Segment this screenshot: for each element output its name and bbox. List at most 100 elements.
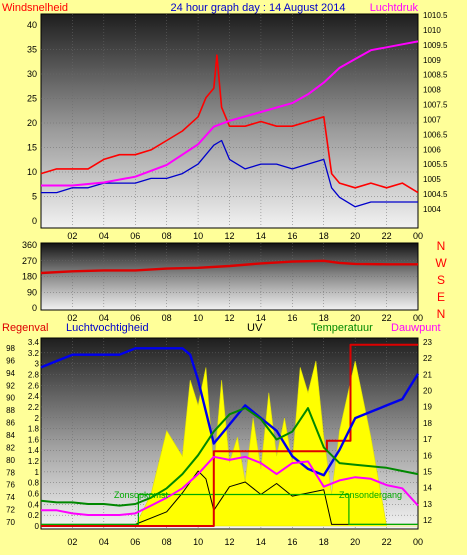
direction-degree-tick: 360	[22, 240, 37, 250]
humidity-line	[40, 347, 420, 477]
rain-tick: 1.4	[28, 446, 40, 455]
temperature-ticks: 23 22 21 20 19 18 17 16 15 14 13 12	[423, 338, 432, 525]
rain-tick: 1.8	[28, 425, 40, 434]
temperature-tick: 21	[423, 370, 432, 379]
pressure-tick: 1008.5	[423, 71, 448, 80]
wind-gust-line	[41, 139, 418, 208]
humidity-tick: 80	[6, 456, 15, 465]
hour-tick: 14	[256, 231, 266, 241]
temperature-axis-label: Temperatuur	[311, 322, 373, 334]
pressure-tick: 1009.5	[423, 41, 448, 50]
humidity-tick: 92	[6, 381, 15, 390]
pressure-tick: 1006	[423, 145, 441, 154]
direction-grid	[41, 243, 418, 310]
solar-radiation-line	[41, 470, 418, 525]
hour-tick: 04	[99, 537, 109, 547]
hour-tick: 06	[130, 231, 140, 241]
hour-tick: 18	[319, 313, 329, 323]
hour-tick: 08	[162, 537, 172, 547]
temperature-tick: 12	[423, 516, 432, 525]
hour-tick: 20	[350, 537, 360, 547]
environment-series	[40, 343, 420, 527]
rain-ticks: 3.43.232.82.62.42.221.81.61.41.210.80.60…	[28, 338, 40, 531]
wind-axis-label: Windsnelheid	[2, 2, 68, 14]
temperature-tick: 22	[423, 354, 432, 363]
humidity-ticks: 98 96 94 92 90 88 86 84 82 80 78 76 74 72 70	[6, 344, 15, 527]
compass-letter: S	[437, 273, 445, 287]
hour-tick: 16	[287, 313, 297, 323]
rain-tick: 2.2	[28, 403, 40, 412]
wind-speed-tick: 25	[27, 94, 37, 104]
humidity-axis-label: Luchtvochtigheid	[66, 322, 149, 334]
rain-tick: 2.6	[28, 381, 40, 390]
wind-direction-line	[40, 259, 418, 275]
sunset-label: Zonsondergang	[339, 490, 402, 500]
dewpoint-axis-label: Dauwpunt	[391, 322, 441, 334]
hour-tick: 02	[67, 537, 77, 547]
uv-axis-label: UV	[247, 322, 263, 334]
humidity-tick: 94	[6, 369, 15, 378]
hour-tick: 22	[382, 231, 392, 241]
wind-hour-ticks: 02 04 06 08 10 12 14 16 18 20 22 00	[67, 231, 423, 241]
wind-speed-tick: 10	[27, 167, 37, 177]
temperature-tick: 14	[423, 484, 432, 493]
hour-tick: 16	[287, 537, 297, 547]
rain-axis-label: Regenval	[2, 322, 48, 334]
direction-degree-tick: 270	[22, 256, 37, 266]
temperature-tick: 20	[423, 387, 432, 396]
temperature-tick: 15	[423, 467, 432, 476]
humidity-tick: 96	[6, 356, 15, 365]
temperature-tick: 23	[423, 338, 432, 347]
humidity-tick: 74	[6, 493, 15, 502]
hour-tick: 00	[413, 313, 423, 323]
direction-degree-tick: 180	[22, 272, 37, 282]
wind-speed-tick: 15	[27, 143, 37, 153]
humidity-tick: 76	[6, 481, 15, 490]
pressure-tick: 1008	[423, 86, 441, 95]
pressure-tick: 1004.5	[423, 190, 448, 199]
hour-tick: 06	[130, 313, 140, 323]
hour-tick: 00	[413, 231, 423, 241]
pressure-tick: 1010.5	[423, 11, 448, 20]
hour-tick: 20	[350, 231, 360, 241]
temperature-tick: 17	[423, 435, 432, 444]
wind-speed-tick: 0	[32, 216, 37, 226]
hour-tick: 02	[67, 231, 77, 241]
humidity-tick: 84	[6, 431, 15, 440]
hour-tick: 12	[224, 231, 234, 241]
wind-speed-tick: 30	[27, 69, 37, 79]
hour-tick: 22	[382, 537, 392, 547]
hour-tick: 02	[67, 313, 77, 323]
humidity-tick: 72	[6, 506, 15, 515]
hour-tick: 12	[224, 313, 234, 323]
rain-tick: 2.8	[28, 370, 40, 379]
rain-tick: 3.2	[28, 349, 40, 358]
temperature-tick: 19	[423, 403, 432, 412]
compass-letter: W	[435, 256, 447, 270]
rain-tick: 0.4	[28, 500, 40, 509]
pressure-tick: 1005.5	[423, 160, 448, 169]
temperature-tick: 18	[423, 419, 432, 428]
hour-tick: 18	[319, 537, 329, 547]
rain-tick: 0	[35, 522, 40, 531]
direction-series	[40, 259, 418, 275]
rain-tick: 1	[35, 468, 40, 477]
environment-hour-ticks: 02 04 06 08 10 12 14 16 18 20 22 00	[67, 537, 423, 547]
chart-title: 24 hour graph day : 14 August 2014	[171, 2, 346, 14]
direction-hour-ticks: 02 04 06 08 10 12 14 16 18 20 22 00	[67, 313, 423, 323]
humidity-tick: 70	[6, 518, 15, 527]
hour-tick: 18	[319, 231, 329, 241]
wind-speed-ticks: 40 35 30 25 20 15 10 5 0	[27, 20, 37, 226]
direction-degree-ticks: 360 270 180 90 0	[22, 240, 37, 313]
wind-speed-tick: 35	[27, 45, 37, 55]
pressure-tick: 1004	[423, 205, 441, 214]
humidity-tick: 86	[6, 419, 15, 428]
rain-tick: 2.4	[28, 392, 40, 401]
temperature-tick: 13	[423, 500, 432, 509]
compass-letter: E	[437, 290, 445, 304]
hour-tick: 08	[162, 231, 172, 241]
humidity-tick: 82	[6, 443, 15, 452]
